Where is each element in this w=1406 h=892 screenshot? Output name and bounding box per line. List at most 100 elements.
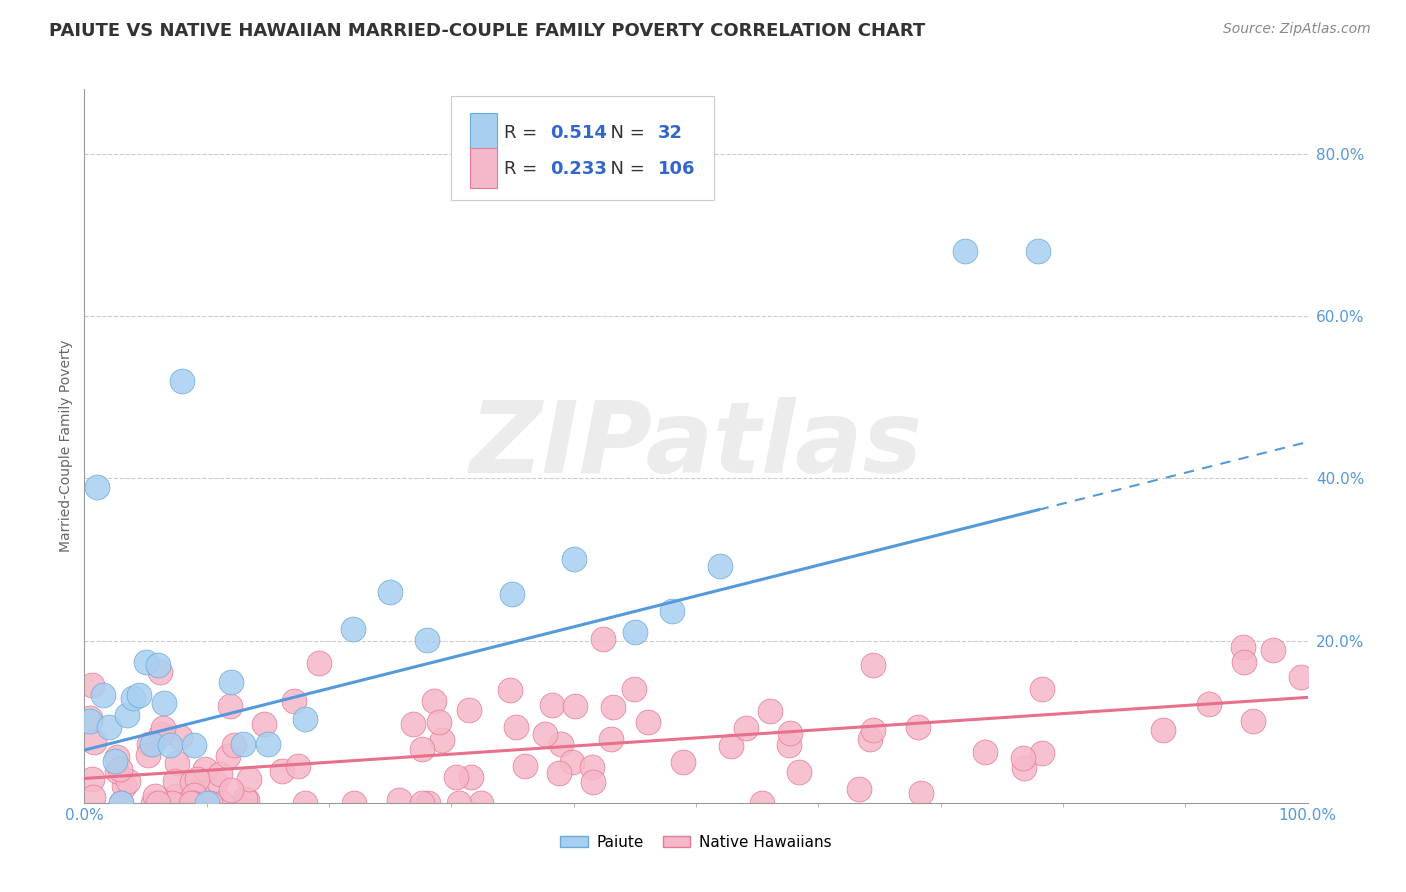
Point — [190, 796, 212, 810]
Text: 0.514: 0.514 — [550, 124, 607, 142]
Point — [592, 632, 614, 646]
Point — [172, 374, 194, 388]
Point — [1152, 723, 1174, 737]
Point — [779, 726, 801, 740]
Point — [457, 703, 479, 717]
Text: ZIPatlas: ZIPatlas — [470, 398, 922, 494]
Point — [180, 775, 202, 789]
Point — [1028, 244, 1050, 259]
Point — [672, 756, 695, 770]
Point — [82, 789, 104, 804]
Point — [146, 657, 169, 672]
Point — [217, 748, 239, 763]
Point — [208, 767, 231, 781]
Point — [252, 717, 274, 731]
Y-axis label: Married-Couple Family Poverty: Married-Couple Family Poverty — [59, 340, 73, 552]
Point — [411, 796, 433, 810]
Point — [193, 762, 215, 776]
Point — [271, 764, 294, 778]
Point — [79, 714, 101, 728]
Point — [720, 739, 742, 754]
Point — [910, 786, 932, 800]
Point — [150, 727, 173, 741]
Point — [200, 796, 222, 810]
Point — [91, 688, 114, 702]
Point — [624, 625, 647, 640]
Point — [561, 755, 583, 769]
Point — [146, 796, 169, 810]
Point — [1261, 643, 1284, 657]
Point — [79, 711, 101, 725]
Point — [581, 760, 603, 774]
Point — [953, 244, 976, 259]
Legend: Paiute, Native Hawaiians: Paiute, Native Hawaiians — [554, 829, 838, 855]
Point — [974, 745, 997, 759]
Point — [145, 796, 167, 810]
Point — [402, 716, 425, 731]
Point — [470, 796, 492, 810]
Point — [114, 779, 136, 793]
Point — [117, 774, 139, 789]
Point — [661, 604, 683, 618]
Point — [211, 796, 233, 810]
Point — [110, 796, 132, 810]
Point — [233, 792, 256, 806]
Point — [195, 796, 218, 810]
FancyBboxPatch shape — [451, 96, 714, 200]
Point — [83, 735, 105, 749]
Text: Source: ZipAtlas.com: Source: ZipAtlas.com — [1223, 22, 1371, 37]
Point — [859, 732, 882, 747]
Point — [418, 796, 440, 810]
Point — [165, 773, 187, 788]
Point — [342, 622, 364, 636]
Point — [219, 675, 242, 690]
Point — [778, 738, 800, 752]
Text: N =: N = — [599, 161, 651, 178]
Point — [1232, 656, 1254, 670]
Point — [219, 698, 242, 713]
Point — [1241, 714, 1264, 728]
Point — [294, 796, 316, 810]
Point — [862, 657, 884, 672]
Point — [513, 759, 536, 773]
Point — [97, 719, 120, 733]
Point — [128, 688, 150, 702]
Point — [449, 796, 471, 810]
Point — [165, 789, 187, 803]
Point — [169, 730, 191, 744]
Point — [186, 772, 208, 787]
Point — [582, 775, 605, 789]
Text: R =: R = — [503, 124, 543, 142]
Point — [600, 731, 623, 746]
Point — [734, 721, 756, 735]
Text: PAIUTE VS NATIVE HAWAIIAN MARRIED-COUPLE FAMILY POVERTY CORRELATION CHART: PAIUTE VS NATIVE HAWAIIAN MARRIED-COUPLE… — [49, 22, 925, 40]
Point — [142, 796, 165, 810]
Point — [183, 738, 205, 752]
Point — [1232, 640, 1254, 654]
Point — [789, 764, 811, 779]
Point — [115, 707, 138, 722]
Point — [505, 720, 527, 734]
Text: 106: 106 — [658, 161, 696, 178]
Point — [82, 678, 104, 692]
Point — [602, 700, 624, 714]
Point — [166, 756, 188, 771]
Point — [122, 690, 145, 705]
Point — [107, 764, 129, 778]
Point — [204, 776, 226, 790]
Point — [499, 683, 522, 698]
Text: 32: 32 — [658, 124, 683, 142]
Text: R =: R = — [503, 161, 543, 178]
Point — [709, 558, 731, 573]
Point — [637, 714, 659, 729]
Point — [105, 750, 128, 764]
Point — [183, 788, 205, 802]
Point — [550, 737, 572, 751]
Point — [388, 793, 411, 807]
Point — [238, 772, 260, 787]
Text: N =: N = — [599, 124, 651, 142]
Point — [623, 682, 645, 697]
Point — [1031, 682, 1053, 697]
Point — [287, 759, 309, 773]
Point — [343, 796, 366, 810]
